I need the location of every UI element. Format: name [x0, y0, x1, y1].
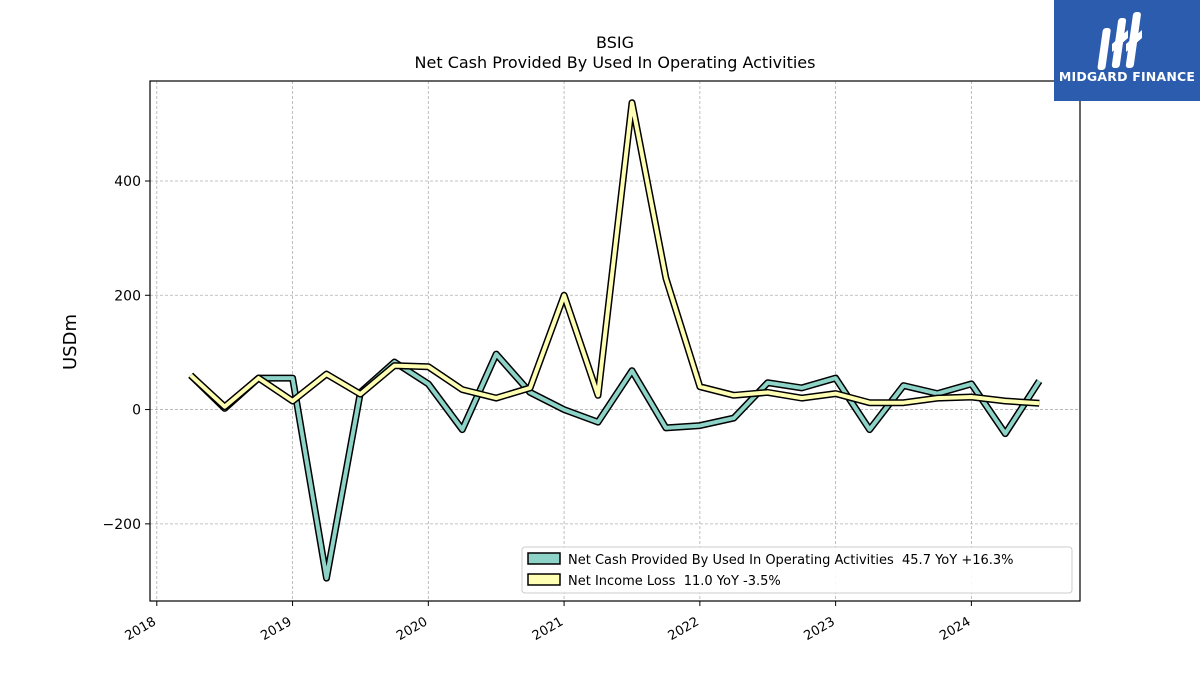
data-point	[1004, 400, 1007, 403]
data-point	[359, 393, 362, 396]
data-point	[1038, 402, 1041, 405]
data-point	[868, 428, 871, 431]
data-point	[563, 408, 566, 411]
data-point	[325, 577, 328, 580]
brand-logo: MIDGARD FINANCE	[1054, 0, 1200, 101]
data-point	[800, 386, 803, 389]
data-point	[1004, 432, 1007, 435]
chart-title: BSIG	[596, 33, 634, 52]
data-point	[766, 381, 769, 384]
data-point	[766, 391, 769, 394]
data-point	[630, 369, 633, 372]
series-net-cash	[188, 350, 1043, 582]
data-point	[563, 294, 566, 297]
data-point	[223, 405, 226, 408]
legend-swatch-net-income	[527, 573, 561, 586]
data-point	[495, 353, 498, 356]
data-point	[393, 364, 396, 367]
data-point	[257, 377, 260, 380]
data-point	[427, 382, 430, 385]
data-point	[970, 382, 973, 385]
x-tick-label: 2020	[394, 614, 430, 644]
y-tick-label: 0	[132, 403, 141, 419]
data-point	[800, 397, 803, 400]
y-tick-label: 200	[114, 288, 141, 304]
data-point	[698, 385, 701, 388]
data-point	[868, 401, 871, 404]
legend: Net Cash Provided By Used In Operating A…	[521, 546, 1073, 594]
data-point	[427, 365, 430, 368]
logo-mark-icon	[1097, 12, 1142, 70]
data-point	[495, 397, 498, 400]
data-point	[732, 417, 735, 420]
data-point	[902, 401, 905, 404]
data-point	[189, 374, 192, 377]
legend-swatch-net-cash	[527, 552, 561, 565]
data-point	[664, 277, 667, 280]
y-tick-label: 400	[114, 174, 141, 190]
x-tick-label: 2023	[801, 614, 837, 644]
data-point	[902, 384, 905, 387]
y-tick-label: −200	[103, 517, 141, 533]
data-point	[732, 394, 735, 397]
legend-label-net-cash: Net Cash Provided By Used In Operating A…	[568, 553, 1014, 568]
series-line	[189, 100, 1040, 409]
series-line	[189, 352, 1041, 581]
series-lines	[188, 99, 1043, 582]
data-point	[630, 101, 633, 104]
data-point	[664, 426, 667, 429]
data-point	[834, 392, 837, 395]
data-point	[1038, 380, 1041, 383]
data-point	[834, 377, 837, 380]
data-point	[461, 428, 464, 431]
legend-box	[521, 546, 1073, 594]
chart-subtitle: Net Cash Provided By Used In Operating A…	[415, 53, 816, 72]
x-tick-label: 2022	[666, 614, 702, 644]
plot-frame	[149, 80, 1081, 602]
data-point	[325, 373, 328, 376]
y-axis-label: USDm	[60, 314, 81, 370]
data-point	[698, 424, 701, 427]
x-tick-label: 2018	[123, 614, 159, 644]
legend-label-net-income: Net Income Loss 11.0 YoY -3.5%	[568, 574, 781, 589]
x-tick-label: 2019	[258, 614, 294, 644]
data-point	[597, 421, 600, 424]
data-point	[597, 394, 600, 397]
data-point	[936, 397, 939, 400]
data-point	[291, 377, 294, 380]
grid	[150, 81, 1080, 601]
logo-text: MIDGARD FINANCE	[1058, 69, 1196, 84]
x-tick-label: 2024	[937, 614, 973, 644]
x-tick-label: 2021	[530, 614, 566, 644]
series-net-income	[188, 99, 1041, 411]
data-point	[970, 396, 973, 399]
data-point	[461, 388, 464, 391]
data-point	[291, 400, 294, 403]
data-point	[529, 386, 532, 389]
